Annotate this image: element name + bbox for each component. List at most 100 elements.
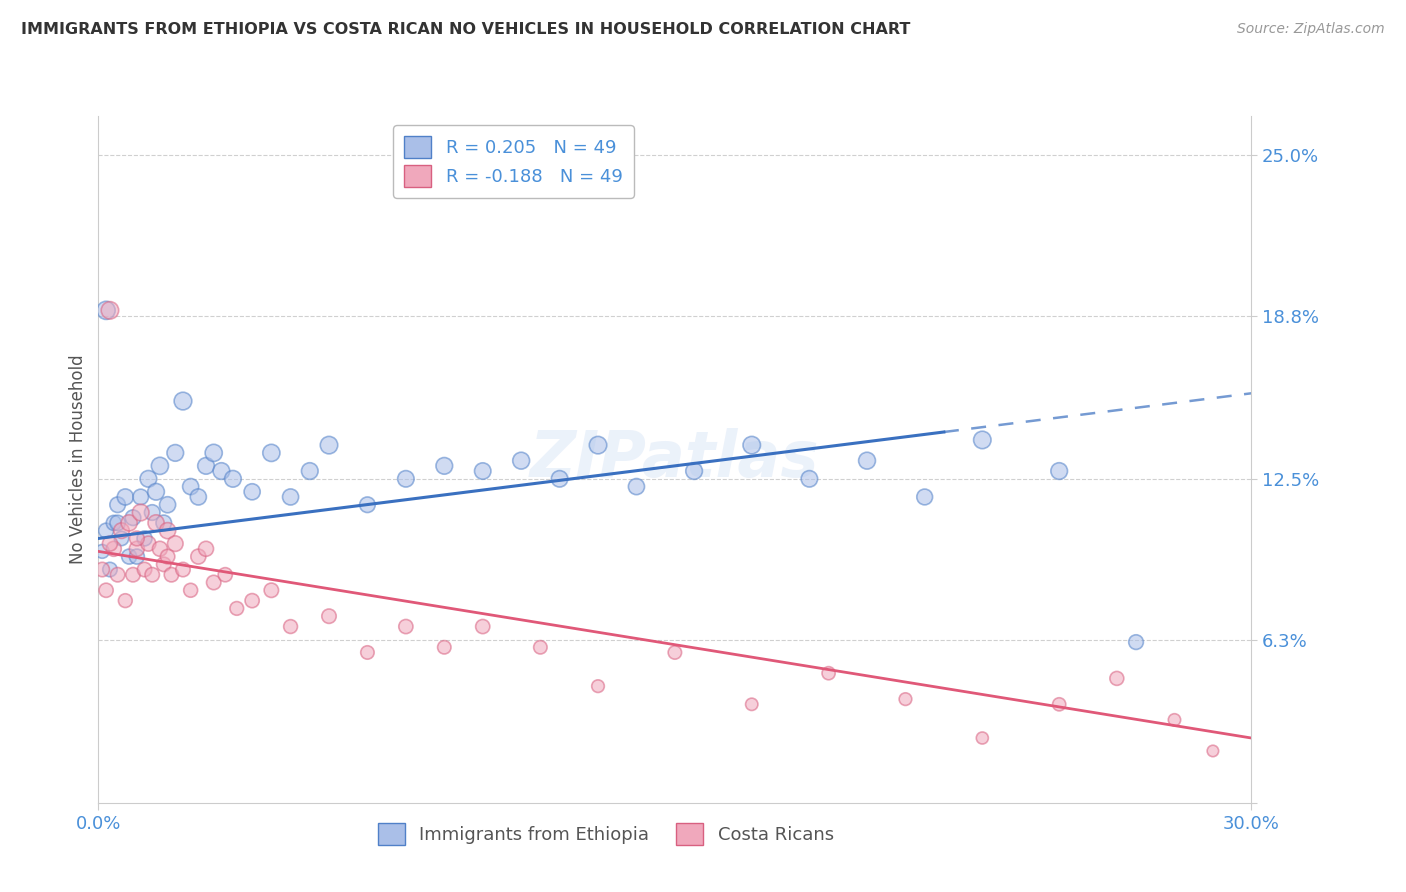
Point	[214, 567, 236, 582]
Point	[118, 516, 141, 530]
Point	[180, 583, 202, 598]
Point	[156, 498, 179, 512]
Point	[145, 516, 167, 530]
Point	[149, 541, 172, 556]
Text: IMMIGRANTS FROM ETHIOPIA VS COSTA RICAN NO VEHICLES IN HOUSEHOLD CORRELATION CHA: IMMIGRANTS FROM ETHIOPIA VS COSTA RICAN …	[21, 22, 911, 37]
Point	[98, 303, 121, 318]
Point	[209, 464, 232, 478]
Point	[125, 541, 148, 556]
Point	[1125, 635, 1147, 649]
Point	[741, 438, 763, 452]
Point	[156, 524, 179, 538]
Point	[110, 524, 132, 538]
Point	[817, 666, 839, 681]
Point	[356, 498, 378, 512]
Point	[260, 583, 283, 598]
Point	[471, 464, 494, 478]
Point	[1047, 698, 1070, 712]
Point	[180, 480, 202, 494]
Point	[683, 464, 706, 478]
Point	[318, 609, 340, 624]
Point	[240, 484, 263, 499]
Point	[1105, 672, 1128, 686]
Point	[98, 536, 121, 550]
Point	[626, 480, 648, 494]
Point	[586, 438, 609, 452]
Point	[894, 692, 917, 706]
Point	[152, 558, 174, 572]
Point	[172, 394, 194, 409]
Point	[110, 532, 132, 546]
Point	[122, 567, 145, 582]
Point	[107, 567, 129, 582]
Point	[91, 544, 114, 558]
Point	[1047, 464, 1070, 478]
Point	[187, 490, 209, 504]
Text: Source: ZipAtlas.com: Source: ZipAtlas.com	[1237, 22, 1385, 37]
Point	[107, 516, 129, 530]
Point	[103, 516, 125, 530]
Point	[318, 438, 340, 452]
Point	[134, 532, 156, 546]
Point	[122, 510, 145, 524]
Point	[94, 583, 117, 598]
Point	[298, 464, 321, 478]
Point	[118, 549, 141, 564]
Point	[280, 490, 302, 504]
Point	[664, 645, 686, 659]
Point	[586, 679, 609, 693]
Point	[187, 549, 209, 564]
Point	[138, 472, 160, 486]
Point	[138, 536, 160, 550]
Point	[165, 446, 187, 460]
Point	[395, 619, 418, 633]
Point	[134, 562, 156, 576]
Point	[914, 490, 936, 504]
Point	[195, 458, 218, 473]
Point	[156, 549, 179, 564]
Point	[145, 484, 167, 499]
Point	[114, 593, 136, 607]
Point	[125, 532, 148, 546]
Point	[222, 472, 245, 486]
Point	[114, 490, 136, 504]
Point	[202, 446, 225, 460]
Point	[91, 562, 114, 576]
Point	[149, 458, 172, 473]
Point	[98, 562, 121, 576]
Point	[529, 640, 551, 655]
Point	[356, 645, 378, 659]
Point	[202, 575, 225, 590]
Point	[195, 541, 218, 556]
Point	[1163, 713, 1185, 727]
Point	[125, 549, 148, 564]
Point	[103, 541, 125, 556]
Point	[471, 619, 494, 633]
Point	[225, 601, 247, 615]
Point	[141, 567, 163, 582]
Point	[548, 472, 571, 486]
Point	[94, 303, 117, 318]
Point	[260, 446, 283, 460]
Point	[395, 472, 418, 486]
Point	[433, 458, 456, 473]
Point	[510, 453, 533, 467]
Point	[280, 619, 302, 633]
Point	[972, 433, 994, 447]
Y-axis label: No Vehicles in Household: No Vehicles in Household	[69, 354, 87, 565]
Point	[240, 593, 263, 607]
Point	[799, 472, 821, 486]
Point	[94, 524, 117, 538]
Point	[141, 506, 163, 520]
Point	[1202, 744, 1225, 758]
Point	[129, 506, 152, 520]
Point	[160, 567, 183, 582]
Legend: Immigrants from Ethiopia, Costa Ricans: Immigrants from Ethiopia, Costa Ricans	[370, 815, 841, 852]
Text: ZIPatlas: ZIPatlas	[530, 428, 820, 491]
Point	[972, 731, 994, 745]
Point	[741, 698, 763, 712]
Point	[165, 536, 187, 550]
Point	[107, 498, 129, 512]
Point	[172, 562, 194, 576]
Point	[433, 640, 456, 655]
